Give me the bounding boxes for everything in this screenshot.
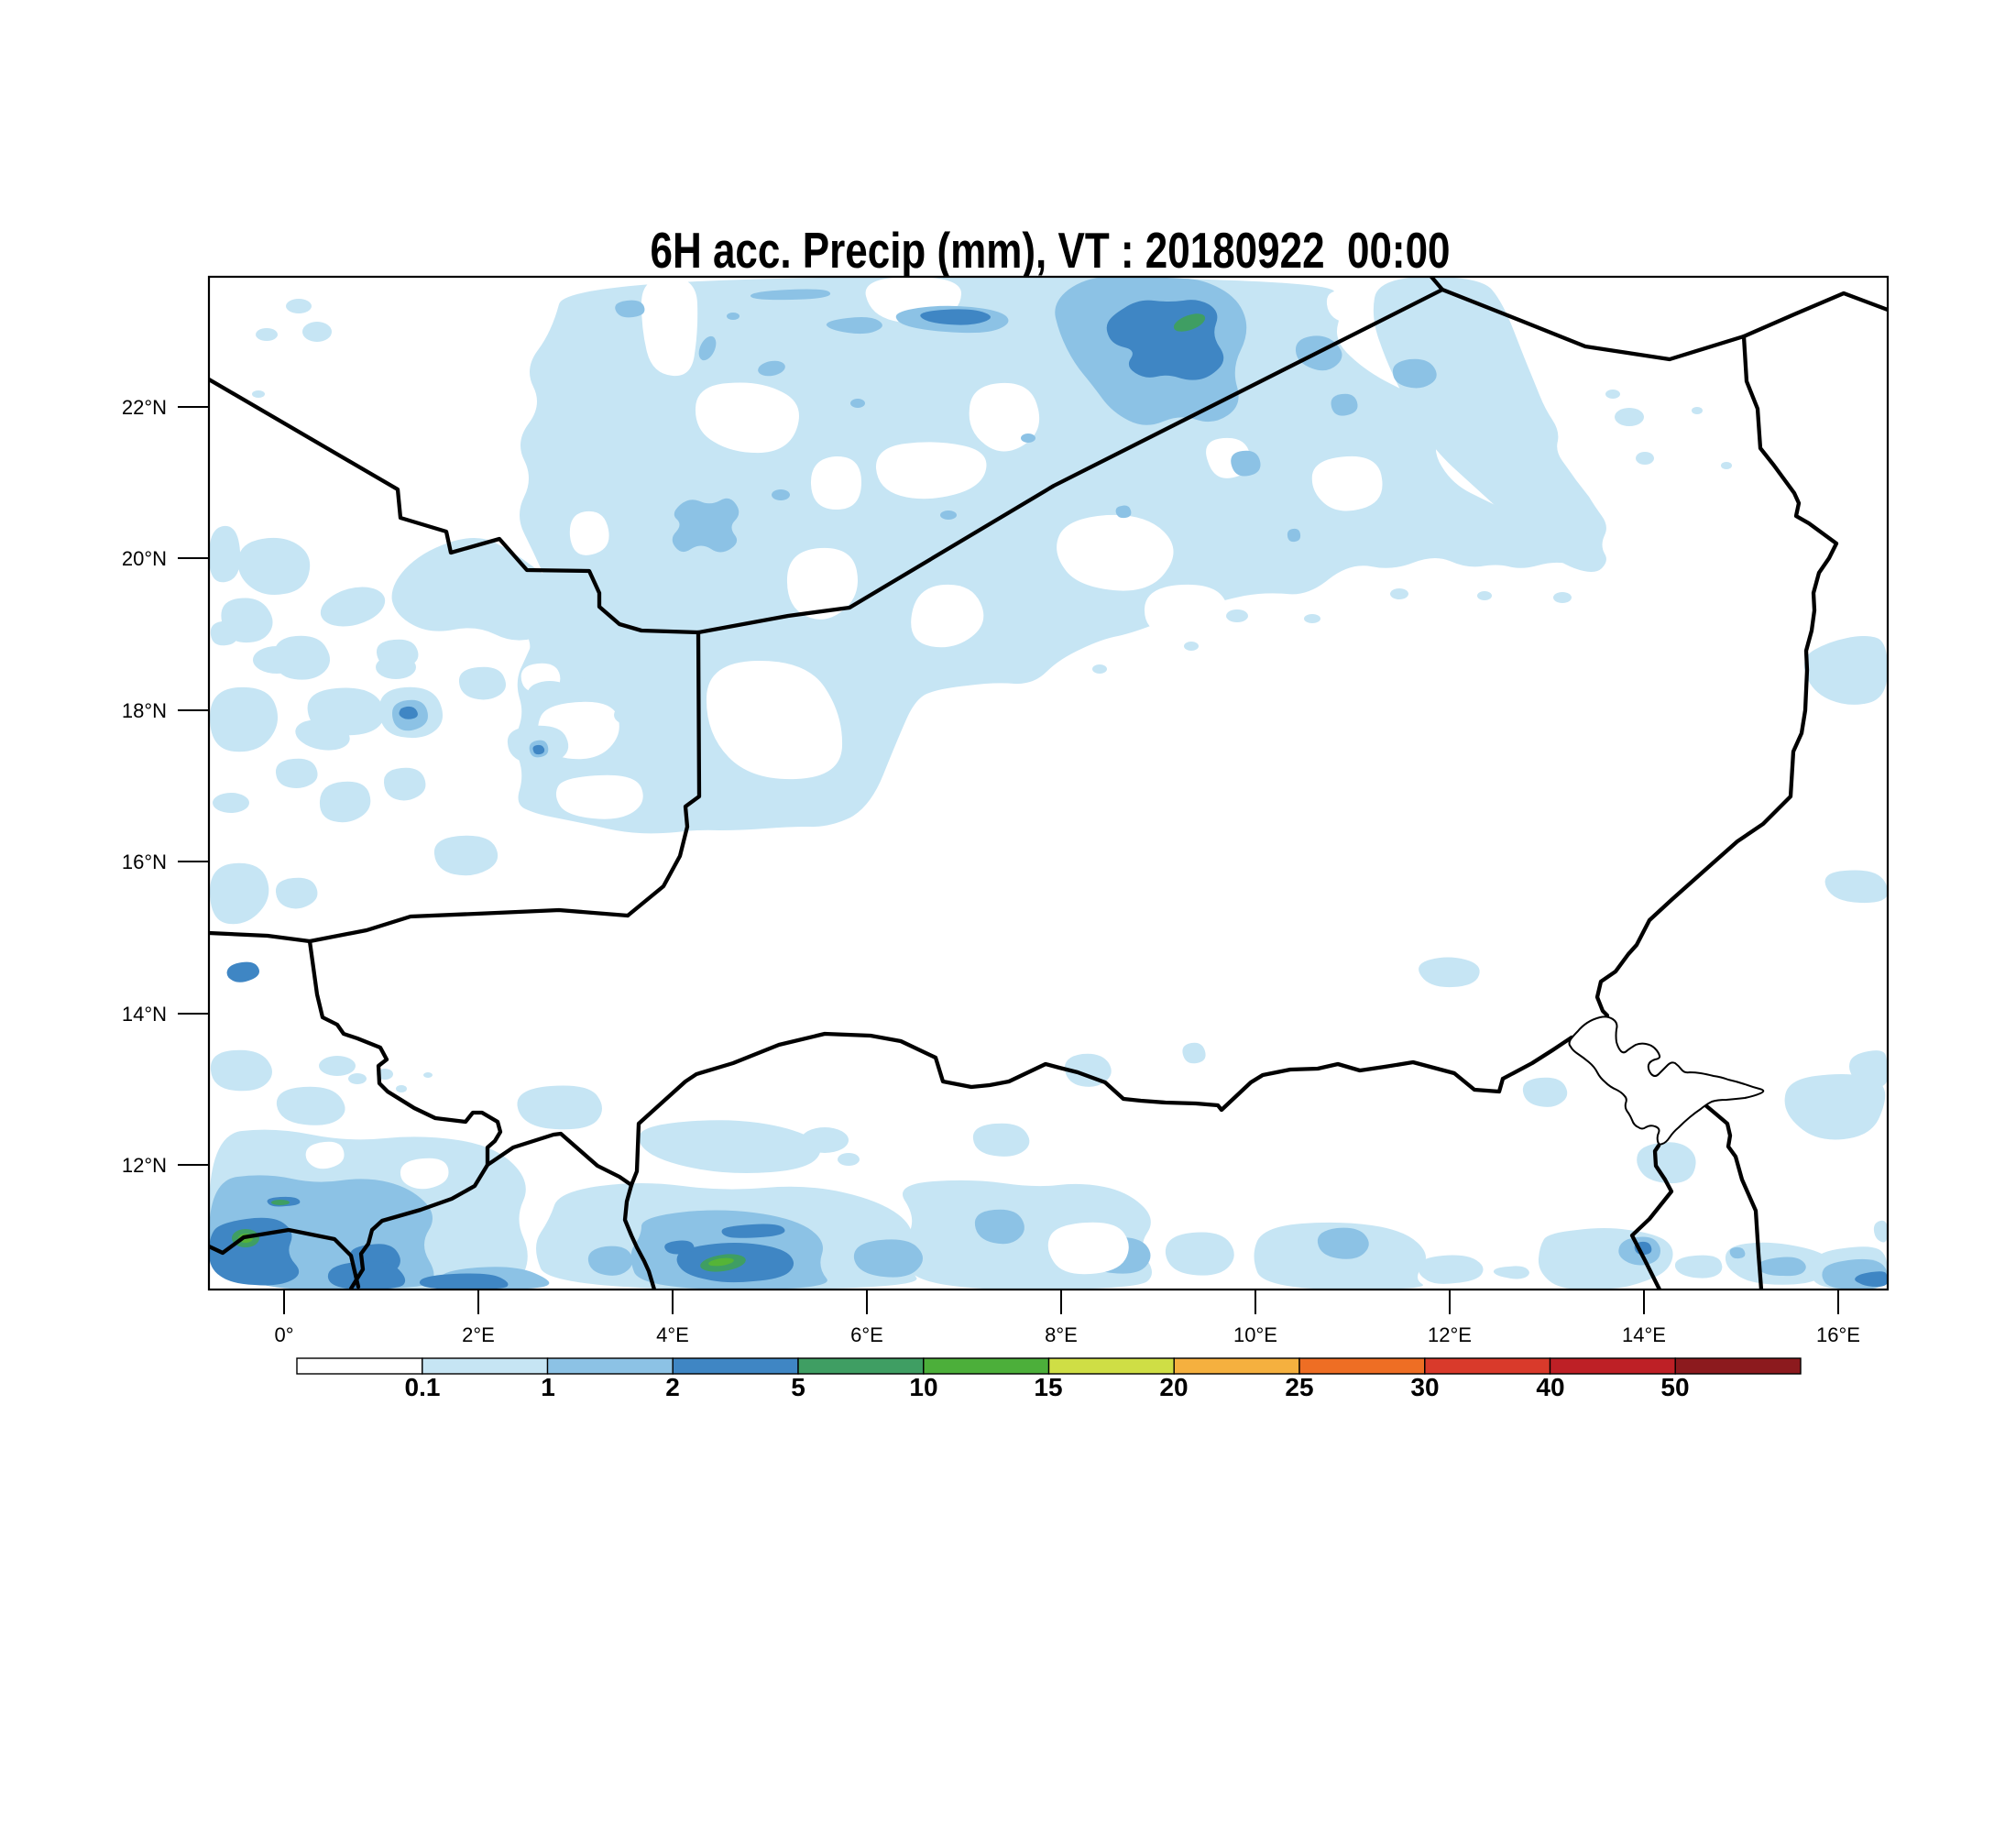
svg-text:4°E: 4°E — [656, 1323, 689, 1346]
svg-text:15: 15 — [1034, 1373, 1062, 1401]
svg-text:1: 1 — [541, 1373, 555, 1401]
svg-text:14°N: 14°N — [122, 1003, 167, 1026]
svg-text:2°E: 2°E — [462, 1323, 495, 1346]
svg-text:22°N: 22°N — [122, 396, 167, 419]
svg-text:14°E: 14°E — [1622, 1323, 1666, 1346]
svg-text:40: 40 — [1536, 1373, 1564, 1401]
svg-text:20°N: 20°N — [122, 547, 167, 570]
svg-text:16°N: 16°N — [122, 851, 167, 873]
svg-text:10°E: 10°E — [1233, 1323, 1277, 1346]
svg-text:30: 30 — [1410, 1373, 1439, 1401]
svg-text:6H acc. Precip (mm), VT : 2018: 6H acc. Precip (mm), VT : 20180922 00:00 — [651, 222, 1451, 279]
svg-text:5: 5 — [791, 1373, 805, 1401]
svg-text:25: 25 — [1285, 1373, 1313, 1401]
svg-text:6°E: 6°E — [850, 1323, 883, 1346]
svg-text:12°N: 12°N — [122, 1154, 167, 1177]
svg-text:12°E: 12°E — [1428, 1323, 1472, 1346]
svg-text:50: 50 — [1660, 1373, 1689, 1401]
svg-text:8°E: 8°E — [1045, 1323, 1078, 1346]
svg-text:0°: 0° — [274, 1323, 293, 1346]
svg-text:18°N: 18°N — [122, 699, 167, 722]
svg-text:0.1: 0.1 — [405, 1373, 441, 1401]
svg-text:20: 20 — [1159, 1373, 1188, 1401]
svg-text:10: 10 — [909, 1373, 937, 1401]
svg-text:16°E: 16°E — [1816, 1323, 1860, 1346]
svg-text:2: 2 — [665, 1373, 680, 1401]
